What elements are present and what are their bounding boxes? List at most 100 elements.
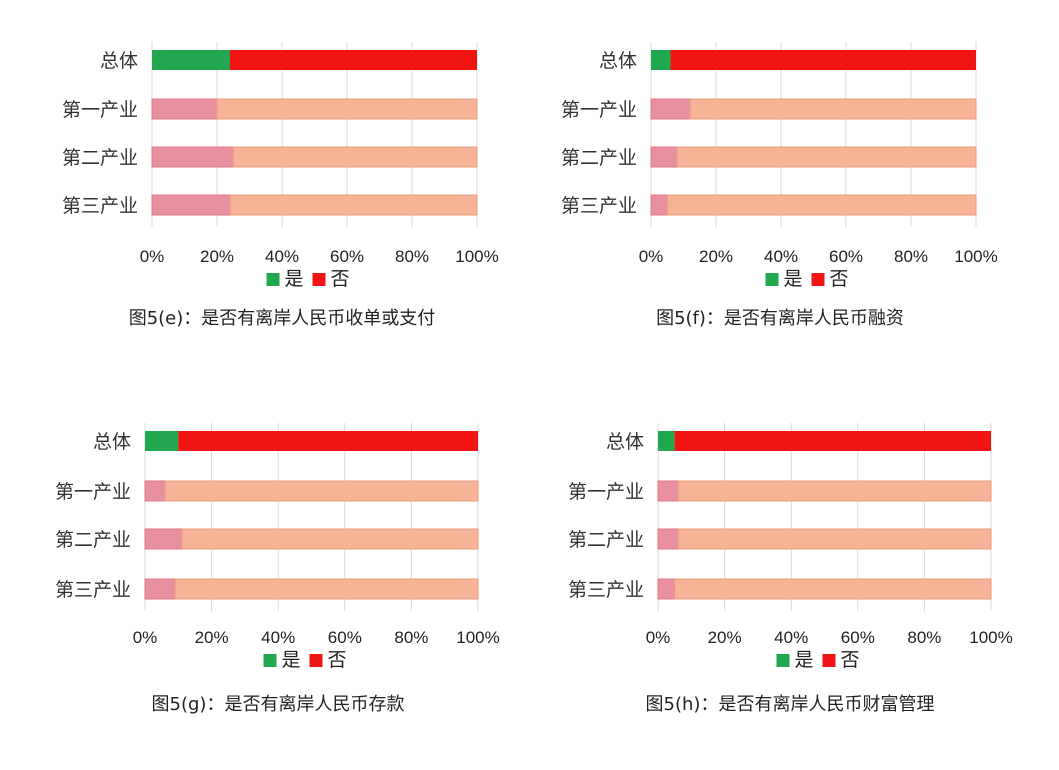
figure-caption: 图5(h)：是否有离岸人民币财富管理 bbox=[646, 694, 935, 715]
bar-segment-no bbox=[178, 431, 479, 451]
legend-label-yes: 是 bbox=[795, 649, 814, 671]
x-tick-label: 0% bbox=[140, 247, 165, 266]
bar-segment-yes bbox=[144, 480, 166, 502]
bar-segment-yes bbox=[151, 194, 231, 216]
category-label: 第三产业 bbox=[561, 195, 637, 217]
legend-label-yes: 是 bbox=[282, 649, 301, 671]
bar-segment-no bbox=[666, 194, 977, 216]
chart-panel-h: 0% 20% 40% 60% 80% 100% 总体 第一产业 第二产业 第三产业是否图5(h)：… bbox=[510, 385, 1030, 755]
bar-segment-yes bbox=[650, 194, 668, 216]
bar-segment-no bbox=[677, 528, 992, 550]
x-tick-label: 20% bbox=[195, 628, 229, 647]
bar-segment-yes bbox=[152, 50, 230, 70]
x-tick-label: 20% bbox=[200, 247, 234, 266]
x-tick-label: 40% bbox=[261, 628, 295, 647]
category-label: 第二产业 bbox=[568, 529, 644, 551]
category-label: 第一产业 bbox=[568, 481, 644, 503]
bar-segment-no bbox=[216, 98, 478, 120]
x-tick-label: 100% bbox=[969, 628, 1012, 647]
chart-panel-e: 0% 20% 40% 60% 80% 100% 总体 第一产业 第二产业 第三产业是否图5(e)：… bbox=[0, 0, 520, 370]
bar-segment-yes bbox=[658, 431, 675, 451]
bar-segment-yes bbox=[145, 431, 179, 451]
legend-label-no: 否 bbox=[328, 649, 347, 671]
x-tick-label: 80% bbox=[394, 628, 428, 647]
category-label: 第二产业 bbox=[55, 529, 131, 551]
x-tick-label: 0% bbox=[639, 247, 664, 266]
legend: 是否 bbox=[266, 268, 350, 290]
bar-segment-yes bbox=[151, 98, 218, 120]
x-tick-label: 100% bbox=[455, 247, 498, 266]
bar-segment-no bbox=[174, 578, 479, 600]
category-label: 第一产业 bbox=[62, 99, 138, 121]
legend-label-yes: 是 bbox=[784, 268, 803, 290]
bar-segment-no bbox=[164, 480, 479, 502]
figure-caption: 图5(e)：是否有离岸人民币收单或支付 bbox=[129, 308, 436, 329]
x-tick-label: 80% bbox=[907, 628, 941, 647]
x-tick-label: 20% bbox=[708, 628, 742, 647]
figure-caption: 图5(f)：是否有离岸人民币融资 bbox=[656, 308, 904, 329]
bar-segment-no bbox=[676, 146, 977, 168]
chart-panel-g: 0% 20% 40% 60% 80% 100% 总体 第一产业 第二产业 第三产业是否图5(g)：… bbox=[0, 385, 520, 755]
legend-swatch-yes bbox=[776, 654, 790, 667]
legend: 是否 bbox=[776, 649, 860, 671]
legend-swatch-no bbox=[312, 273, 326, 286]
x-tick-label: 80% bbox=[395, 247, 429, 266]
legend-swatch-no bbox=[822, 654, 836, 667]
figure-caption: 图5(g)：是否有离岸人民币存款 bbox=[152, 694, 405, 715]
bar-segment-yes bbox=[144, 578, 176, 600]
bar-segment-no bbox=[689, 98, 977, 120]
category-label: 第一产业 bbox=[561, 99, 637, 121]
x-tick-label: 40% bbox=[774, 628, 808, 647]
bar-segment-no bbox=[670, 50, 976, 70]
bar-segment-yes bbox=[651, 50, 671, 70]
x-tick-label: 60% bbox=[829, 247, 863, 266]
bar-segment-yes bbox=[657, 480, 679, 502]
x-tick-label: 100% bbox=[456, 628, 499, 647]
x-tick-label: 40% bbox=[265, 247, 299, 266]
bar-segment-no bbox=[674, 578, 992, 600]
bar-segment-no bbox=[677, 480, 992, 502]
legend-swatch-yes bbox=[263, 654, 277, 667]
legend-swatch-no bbox=[811, 273, 825, 286]
category-label: 第二产业 bbox=[62, 147, 138, 169]
category-label: 第三产业 bbox=[55, 579, 131, 601]
legend-swatch-yes bbox=[266, 273, 280, 286]
legend-label-no: 否 bbox=[841, 649, 860, 671]
bar-segment-yes bbox=[144, 528, 183, 550]
x-tick-label: 60% bbox=[328, 628, 362, 647]
bar-segment-yes bbox=[657, 528, 679, 550]
legend-label-no: 否 bbox=[830, 268, 849, 290]
category-label: 总体 bbox=[599, 50, 637, 72]
bar-segment-no bbox=[230, 50, 477, 70]
category-label: 总体 bbox=[93, 431, 131, 453]
bar-segment-no bbox=[229, 194, 478, 216]
x-tick-label: 0% bbox=[133, 628, 158, 647]
legend-swatch-no bbox=[309, 654, 323, 667]
legend-label-yes: 是 bbox=[285, 268, 304, 290]
x-tick-label: 0% bbox=[646, 628, 671, 647]
category-label: 总体 bbox=[100, 50, 138, 72]
category-label: 第二产业 bbox=[561, 147, 637, 169]
category-label: 第三产业 bbox=[568, 579, 644, 601]
x-tick-label: 80% bbox=[894, 247, 928, 266]
legend: 是否 bbox=[765, 268, 849, 290]
legend: 是否 bbox=[263, 649, 347, 671]
legend-label-no: 否 bbox=[331, 268, 350, 290]
bar-segment-no bbox=[181, 528, 479, 550]
x-tick-label: 40% bbox=[764, 247, 798, 266]
x-tick-label: 60% bbox=[841, 628, 875, 647]
category-label: 总体 bbox=[606, 431, 644, 453]
bar-segment-yes bbox=[650, 146, 678, 168]
bar-segment-yes bbox=[657, 578, 676, 600]
category-label: 第一产业 bbox=[55, 481, 131, 503]
x-tick-label: 20% bbox=[699, 247, 733, 266]
x-tick-label: 100% bbox=[954, 247, 997, 266]
chart-panel-f: 0% 20% 40% 60% 80% 100% 总体 第一产业 第二产业 第三产业是否图5(f)：… bbox=[500, 0, 1020, 370]
bar-segment-yes bbox=[650, 98, 691, 120]
x-tick-label: 60% bbox=[330, 247, 364, 266]
legend-swatch-yes bbox=[765, 273, 779, 286]
